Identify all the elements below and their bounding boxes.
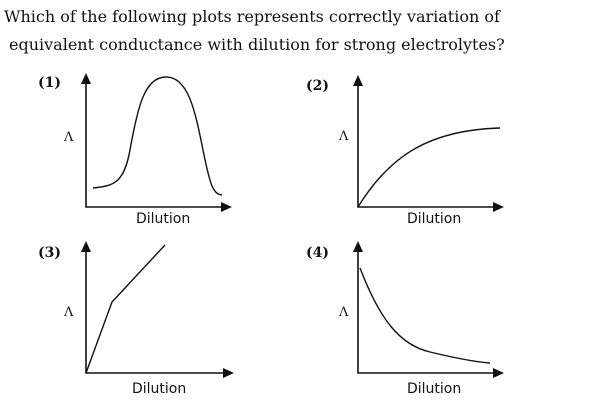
x-axis-label: Dilution xyxy=(407,381,461,397)
arrow xyxy=(493,202,504,212)
axes xyxy=(357,250,496,374)
y-axis-label: Λ xyxy=(63,305,74,320)
x-axis-label: Dilution xyxy=(407,211,461,227)
plot-1: (1) Λ Dilution xyxy=(38,73,232,227)
x-axis-label: Dilution xyxy=(136,211,190,227)
question-line: Which of the following plots represents … xyxy=(4,7,501,26)
option-label: (2) xyxy=(306,78,329,94)
arrow xyxy=(221,202,232,212)
plot-3: (3) Λ Dilution xyxy=(38,241,234,397)
y-axis-label: Λ xyxy=(63,130,74,145)
arrow xyxy=(493,368,504,378)
axes xyxy=(85,82,224,208)
curve xyxy=(92,76,223,196)
arrow xyxy=(353,241,363,252)
curve xyxy=(357,127,501,208)
curve xyxy=(359,267,491,364)
arrow xyxy=(353,75,363,86)
plot-4: (4) Λ Dilution xyxy=(306,241,504,397)
option-label: (1) xyxy=(38,75,61,91)
arrow xyxy=(81,241,91,252)
curve xyxy=(85,244,166,374)
option-label: (4) xyxy=(306,245,329,261)
axes xyxy=(357,84,496,208)
x-axis-label: Dilution xyxy=(132,381,186,397)
question-line: equivalent conductance with dilution for… xyxy=(9,35,505,54)
y-axis-label: Λ xyxy=(338,129,349,144)
option-label: (3) xyxy=(38,245,61,261)
axes xyxy=(85,250,226,374)
arrow xyxy=(223,368,234,378)
arrow xyxy=(81,73,91,84)
y-axis-label: Λ xyxy=(338,305,349,320)
plot-2: (2) Λ Dilution xyxy=(306,75,504,227)
